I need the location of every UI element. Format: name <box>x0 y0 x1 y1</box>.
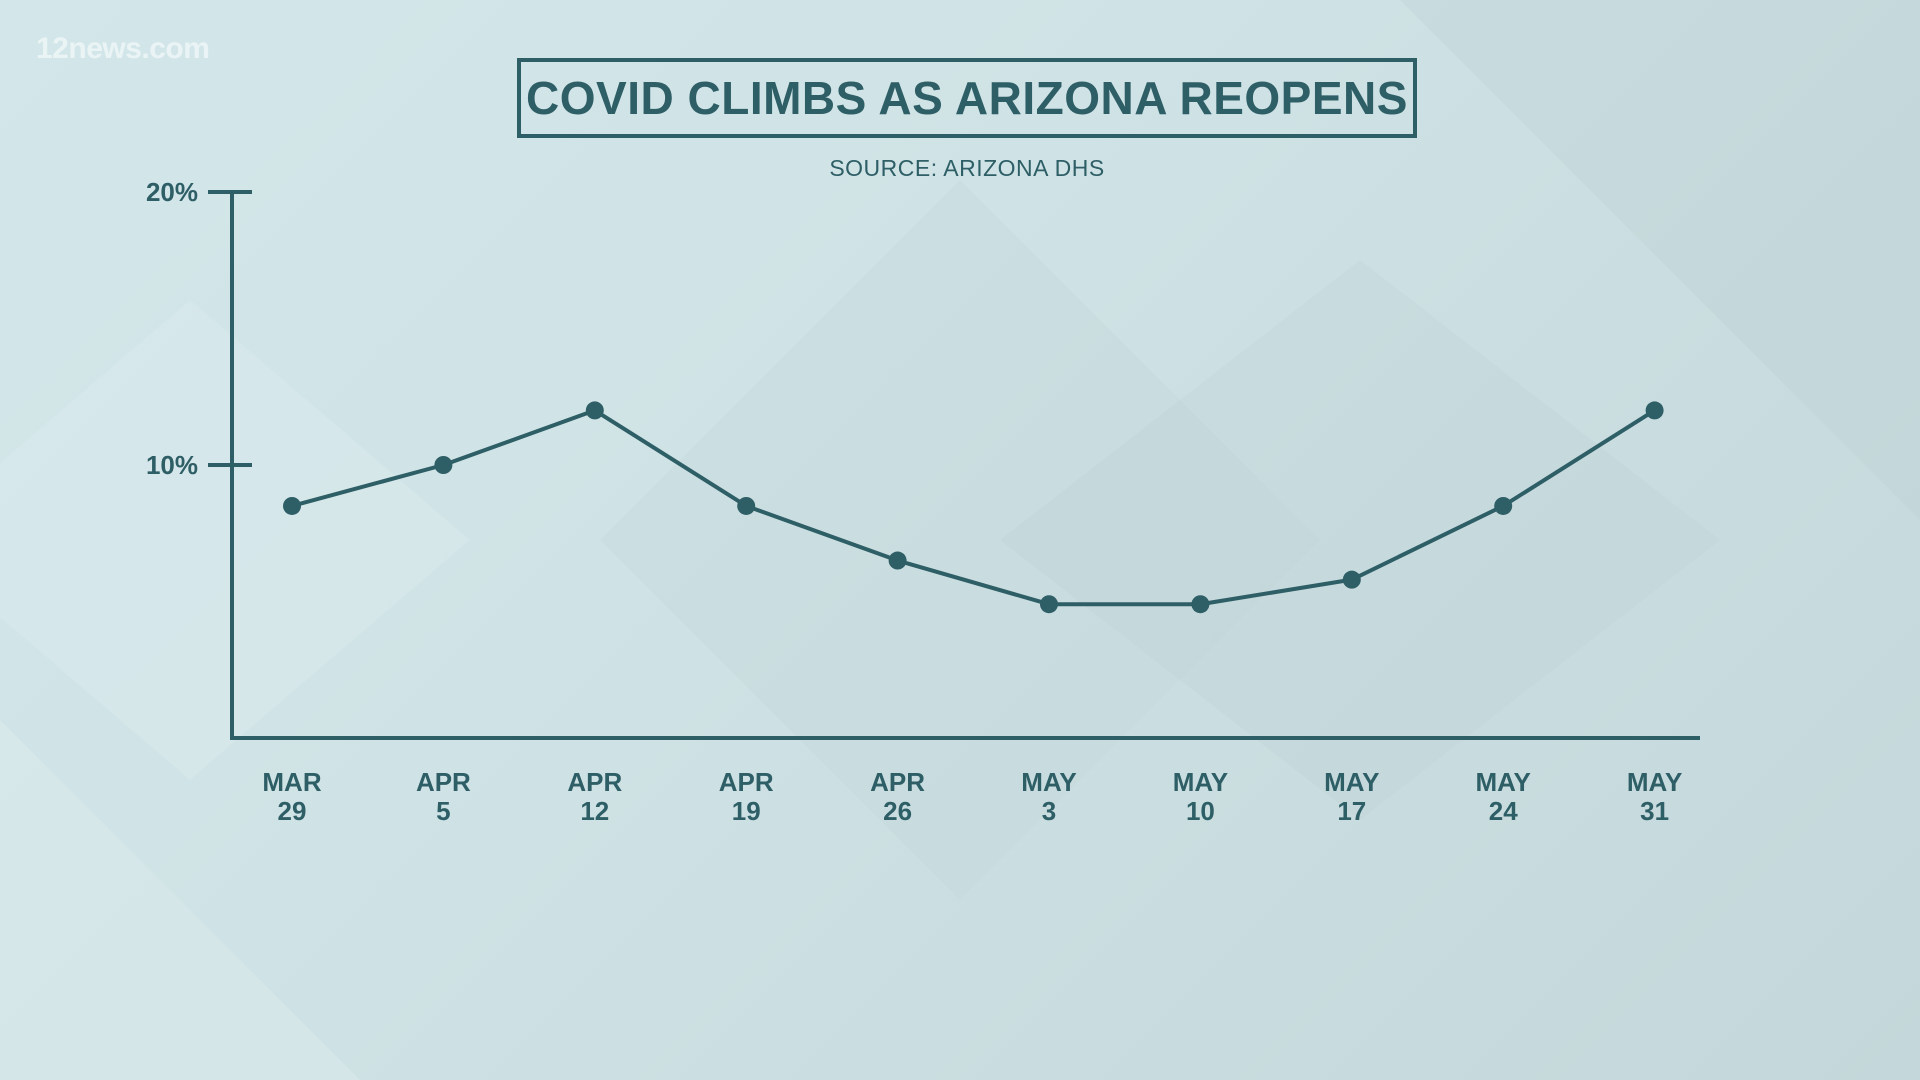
x-tick-label: APR 12 <box>567 767 622 826</box>
data-point <box>283 496 301 515</box>
data-point <box>1645 401 1664 420</box>
x-tick-label: MAR 29 <box>262 767 321 826</box>
data-point <box>737 496 756 515</box>
y-tick-label: 20% <box>146 177 198 207</box>
series-line <box>290 408 1657 607</box>
x-tick-label-month: MAY <box>1324 767 1379 797</box>
x-tick-label-month: MAR <box>262 767 321 797</box>
x-tick-label-day: 29 <box>278 796 307 826</box>
x-tick-label: MAY 17 <box>1324 767 1379 826</box>
x-tick-label-day: 31 <box>1640 796 1669 826</box>
data-point <box>888 551 907 570</box>
x-tick-label-day: 24 <box>1489 796 1518 826</box>
x-tick-label-day: 3 <box>1042 796 1056 826</box>
y-axis-ticks: 20% 10% <box>146 177 252 480</box>
data-point <box>434 456 453 474</box>
x-tick-label-day: 5 <box>436 796 450 826</box>
x-tick-label-day: 26 <box>883 796 912 826</box>
x-tick-label-day: 19 <box>732 796 761 826</box>
y-tick-label: 10% <box>146 450 198 480</box>
x-tick-label-month: APR <box>870 767 925 797</box>
x-tick-label: APR 19 <box>719 767 774 826</box>
x-tick-label: MAY 10 <box>1173 767 1228 826</box>
x-tick-label-month: MAY <box>1173 767 1228 797</box>
chart-title: COVID CLIMBS AS ARIZONA REOPENS <box>526 72 1408 124</box>
x-tick-label: APR 5 <box>416 767 471 826</box>
station-watermark-logo: 12news.com <box>36 32 210 65</box>
x-tick-label-day: 12 <box>580 796 609 826</box>
x-tick-label-month: MAY <box>1476 767 1531 797</box>
data-point <box>1191 595 1210 614</box>
data-point <box>1342 570 1361 589</box>
chart-source-subtitle: SOURCE: ARIZONA DHS <box>829 155 1105 181</box>
data-point <box>1494 496 1513 515</box>
x-tick-label-month: MAY <box>1021 767 1076 797</box>
x-tick-label-day: 17 <box>1337 796 1366 826</box>
x-tick-label-month: APR <box>416 767 471 797</box>
x-tick-label: MAY 31 <box>1627 767 1682 826</box>
x-tick-label: MAY 3 <box>1021 767 1076 826</box>
data-point <box>585 401 604 420</box>
x-tick-label-month: MAY <box>1627 767 1682 797</box>
x-tick-label-month: APR <box>567 767 622 797</box>
chart-title-box: COVID CLIMBS AS ARIZONA REOPENS <box>517 58 1417 138</box>
x-tick-label-month: APR <box>719 767 774 797</box>
series-layer <box>283 401 1664 614</box>
x-tick-label-day: 10 <box>1186 796 1215 826</box>
data-point <box>1040 595 1058 614</box>
x-tick-label: MAY 24 <box>1476 767 1531 826</box>
x-tick-label: APR 26 <box>870 767 925 826</box>
